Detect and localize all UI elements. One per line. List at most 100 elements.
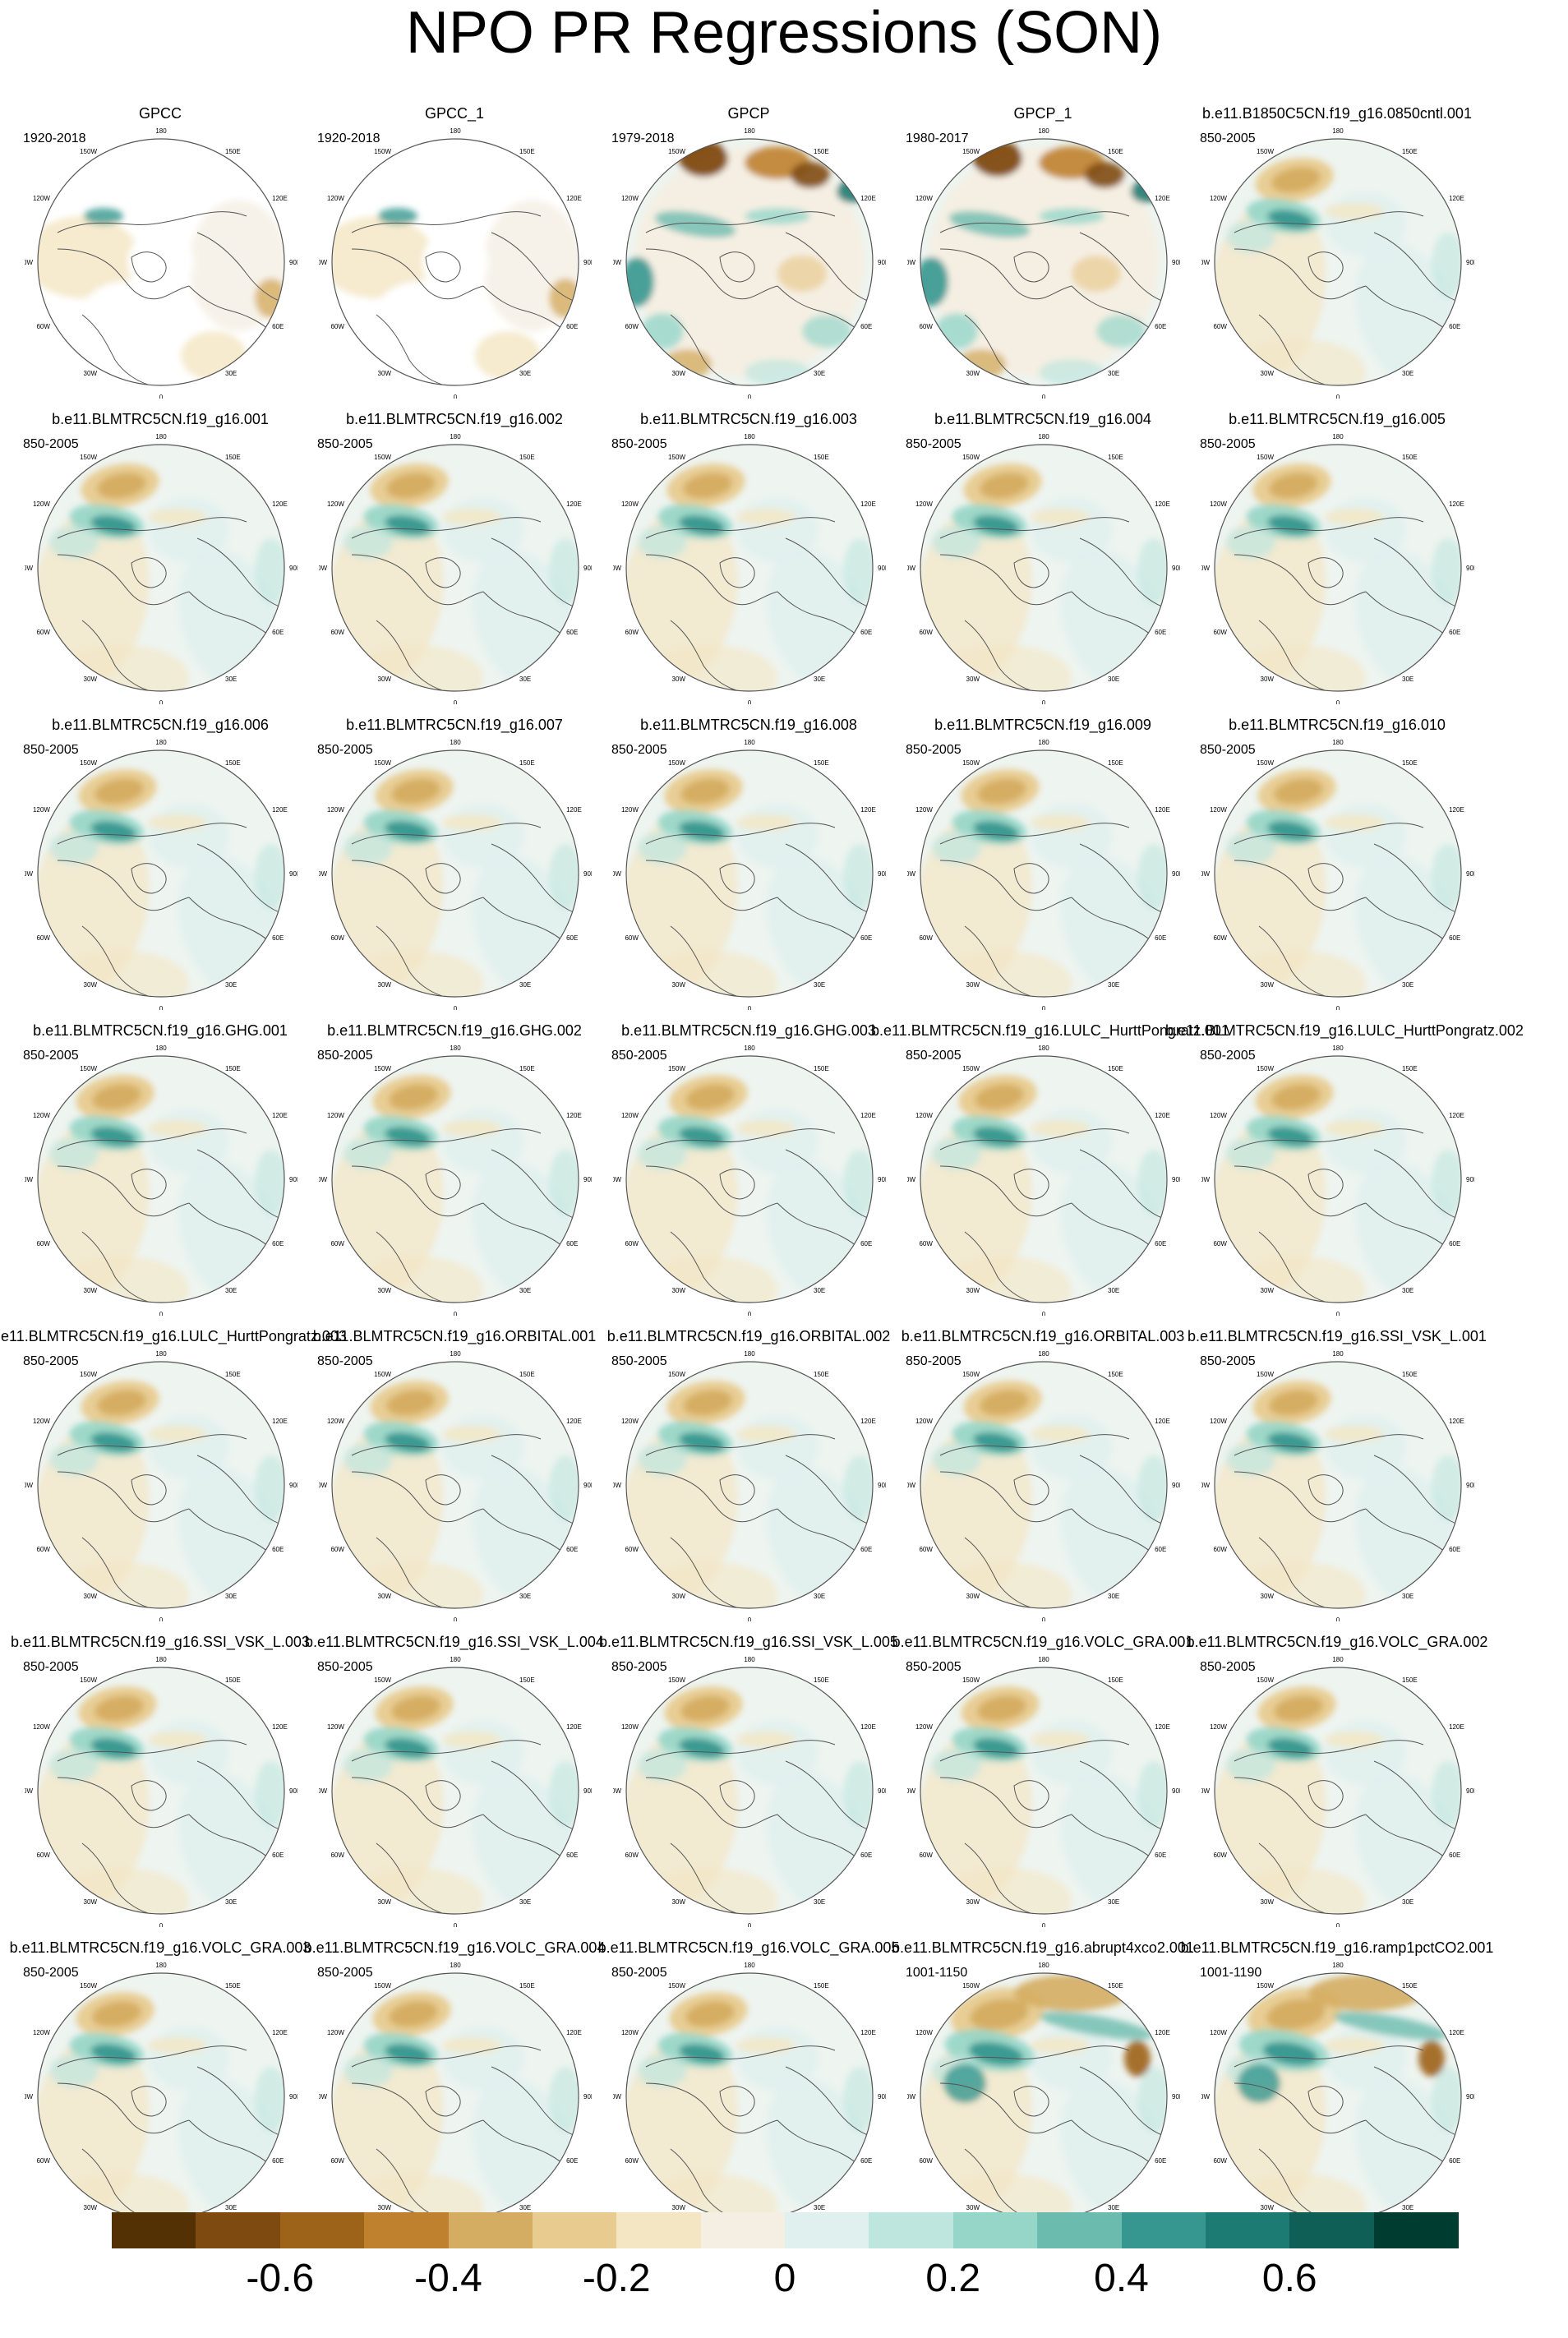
anomaly-region (638, 1137, 687, 1170)
panel-period: 1920-2018 (317, 131, 380, 145)
longitude-label: 60W (36, 1240, 50, 1247)
longitude-label: 150E (225, 759, 241, 767)
longitude-label: 180 (1332, 1962, 1344, 1969)
longitude-label: 120W (915, 195, 933, 202)
longitude-label: 90E (583, 870, 592, 878)
coastlines (939, 1128, 1167, 1303)
longitude-label: 120E (272, 500, 288, 508)
anomaly-region (549, 844, 579, 910)
longitude-label: 180 (155, 1962, 167, 1969)
longitude-label: 180 (744, 127, 755, 135)
longitude-label: 120E (860, 806, 876, 814)
longitude-label: 30E (519, 1287, 531, 1294)
coastline-south (670, 1231, 737, 1303)
polar-map: 180 150E 120E 90E 60E 30E 0 30W 60W 90W 120W 150W (907, 1656, 1180, 1927)
anomaly-region (1031, 497, 1113, 563)
panel-period: 850-2005 (1200, 743, 1256, 757)
longitude-label: 120W (621, 195, 639, 202)
longitude-label: 60W (36, 323, 50, 330)
panel-period: 850-2005 (1200, 1354, 1256, 1368)
coastline-south (81, 620, 149, 691)
longitude-label: 90E (1466, 1787, 1474, 1795)
coastline-asia (491, 2066, 579, 2137)
map-border (331, 444, 579, 692)
anomaly-region (970, 1999, 1029, 2030)
panel-title: b.e11.BLMTRC5CN.f19_g16.VOLC_GRA.002 (1186, 1634, 1488, 1650)
map-panel: b.e11.BLMTRC5CN.f19_g16.ORBITAL.003 850-2… (896, 1321, 1190, 1627)
coastline-asia (1373, 1455, 1461, 1526)
longitude-label: 120E (272, 1112, 288, 1119)
coastline-asia (196, 1149, 284, 1220)
coastline-greenland (425, 1169, 461, 1200)
longitude-label: 150E (1108, 1676, 1123, 1684)
anomaly-region (368, 282, 467, 380)
longitude-label: 120W (621, 1112, 639, 1119)
polar-map: 180 150E 120E 90E 60E 30E 0 30W 60W 90W 120W 150W (1201, 739, 1474, 1010)
anomaly-region (1234, 1257, 1366, 1303)
polar-map: 180 150E 120E 90E 60E 30E 0 30W 60W 90W 120W 150W (25, 1350, 297, 1621)
coastlines (57, 823, 284, 997)
panel-period: 850-2005 (611, 1354, 667, 1368)
longitude-label: 30W (1261, 981, 1275, 989)
anomaly-region (843, 1761, 873, 1827)
anomaly-region (638, 1749, 687, 1782)
longitude-label: 30W (966, 2204, 980, 2211)
map-panel: GPCP 1979-2018 180 150E 120E 90E 60E 30E 0 30W 60W… (602, 99, 896, 404)
longitude-label: 30W (966, 981, 980, 989)
longitude-label: 150W (1257, 1676, 1274, 1684)
longitude-label: 60E (566, 934, 578, 942)
coastline-asia (785, 1455, 873, 1526)
longitude-label: 150W (962, 1065, 980, 1072)
panel-period: 850-2005 (317, 437, 373, 451)
panel-title: b.e11.BLMTRC5CN.f19_g16.003 (640, 411, 857, 427)
longitude-label: 180 (450, 739, 461, 746)
coastline-europe (1071, 1814, 1159, 1865)
coastline-asia (196, 232, 284, 303)
coastline-pacific (939, 2045, 1130, 2068)
coastline-north-america (57, 1165, 190, 1217)
anomaly-region (97, 1390, 146, 1416)
anomaly-region (843, 2067, 873, 2133)
map-border (331, 1055, 579, 1303)
anomaly-region (1137, 1761, 1167, 1827)
map-panel: b.e11.BLMTRC5CN.f19_g16.SSI_VSK_L.004 850… (305, 1627, 604, 1933)
longitude-label: 180 (155, 1656, 167, 1663)
colorbar-swatch (785, 2212, 869, 2248)
longitude-label: 120E (566, 1418, 582, 1425)
longitude-label: 120W (1210, 500, 1227, 508)
longitude-label: 150W (668, 1982, 685, 1990)
anomaly-region (84, 208, 123, 224)
longitude-label: 90E (289, 870, 297, 878)
coastlines (351, 1740, 579, 1914)
longitude-label: 150W (374, 454, 391, 461)
coastline-south (81, 314, 149, 385)
longitude-label: 150E (1402, 1065, 1418, 1072)
coastline-south (964, 925, 1031, 997)
coastline-europe (482, 2119, 570, 2170)
longitude-label: 150E (225, 1065, 241, 1072)
longitude-label: 150W (668, 148, 685, 155)
coastline-north-america (939, 2082, 1072, 2134)
panel-title: b.e11.BLMTRC5CN.f19_g16.GHG.002 (327, 1022, 582, 1039)
longitude-label: 120W (327, 1723, 344, 1731)
map-border (920, 138, 1168, 386)
longitude-label: 0 (748, 699, 752, 704)
coastline-europe (777, 1508, 865, 1559)
coastline-greenland (1013, 2086, 1049, 2117)
longitude-label: 150E (1402, 454, 1418, 461)
longitude-label: 180 (744, 1656, 755, 1663)
coastline-europe (1365, 1508, 1453, 1559)
coastline-north-america (351, 2082, 484, 2134)
coastline-europe (482, 1814, 570, 1865)
longitude-label: 60W (625, 1240, 639, 1247)
longitude-label: 60E (1449, 1851, 1460, 1859)
longitude-label: 30W (966, 1287, 980, 1294)
anomaly-region (1226, 832, 1275, 865)
longitude-label: 60E (1155, 1240, 1166, 1247)
coastlines (939, 211, 1167, 385)
longitude-label: 30E (814, 370, 825, 377)
longitude-label: 90E (878, 2093, 886, 2101)
longitude-label: 30E (1108, 1593, 1119, 1600)
anomaly-region (646, 1868, 777, 1914)
panel-title: b.e11.BLMTRC5CN.f19_g16.SSI_VSK_L.004 (305, 1634, 604, 1650)
